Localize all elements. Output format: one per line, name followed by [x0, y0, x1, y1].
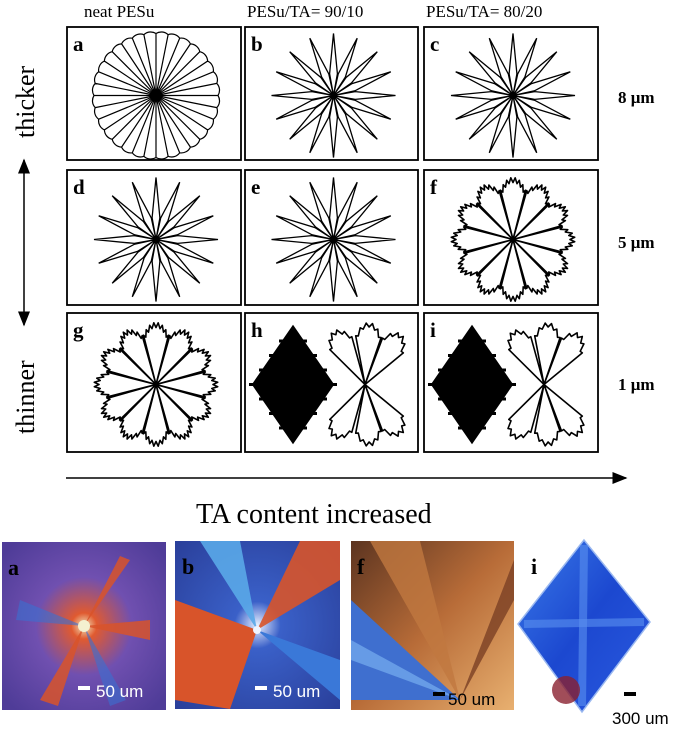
schematic-panel-label-d: d	[73, 175, 85, 199]
schematic-panel-d: d	[66, 169, 242, 306]
schematic-panel-g: g	[66, 312, 242, 453]
schematic-panel-e: e	[244, 169, 419, 306]
schematic-panel-label-a: a	[73, 32, 84, 56]
schematic-panel-i: i	[423, 312, 599, 453]
column-header-neat: neat PESu	[84, 2, 155, 21]
schematic-panel-label-b: b	[251, 32, 263, 56]
column-header-90-10: PESu/TA= 90/10	[247, 2, 363, 21]
schematic-panel-a: a	[66, 26, 242, 161]
row-label-5um: 5 μm	[618, 233, 655, 252]
schematic-panel-f: f	[423, 169, 599, 306]
schematic-panel-label-f: f	[430, 175, 438, 199]
schematic-panel-label-h: h	[251, 318, 263, 342]
row-label-8um: 8 μm	[618, 88, 655, 107]
micrograph-f: f 50 um	[351, 541, 514, 710]
ta-content-label: TA content increased	[196, 499, 432, 530]
row-label-1um: 1 μm	[618, 375, 655, 394]
column-header-80-20: PESu/TA= 80/20	[426, 2, 542, 21]
micrograph-i: i 300 um	[517, 538, 669, 728]
micrograph-f-scale-bar	[433, 692, 445, 696]
micrograph-a-scale: 50 um	[96, 682, 143, 701]
schematic-panel-c: c	[423, 26, 599, 161]
schematic-grid: a b c d e f g h i	[66, 26, 599, 453]
schematic-panel-b: b	[244, 26, 419, 161]
micrograph-b-scale: 50 um	[273, 682, 320, 701]
micrograph-i-scale: 300 um	[612, 709, 669, 728]
thinner-label: thinner	[11, 360, 40, 434]
micrograph-a: a 50 um	[2, 542, 166, 710]
micrograph-a-scale-bar	[78, 686, 90, 690]
thicker-label: thicker	[11, 65, 40, 138]
schematic-panel-label-e: e	[251, 175, 260, 199]
schematic-panel-label-g: g	[73, 318, 84, 342]
micrograph-b-scale-bar	[255, 686, 267, 690]
micrograph-b-label: b	[182, 554, 194, 579]
schematic-panel-label-c: c	[430, 32, 439, 56]
micrograph-f-scale: 50 um	[448, 690, 495, 709]
schematic-panel-label-i: i	[430, 318, 436, 342]
micrograph-f-label: f	[357, 554, 365, 579]
micrograph-i-scale-bar	[624, 692, 636, 696]
schematic-panel-h: h	[244, 312, 419, 453]
micrograph-i-label: i	[531, 554, 537, 579]
micrograph-a-label: a	[8, 555, 19, 580]
micrograph-b: b 50 um	[175, 541, 340, 709]
